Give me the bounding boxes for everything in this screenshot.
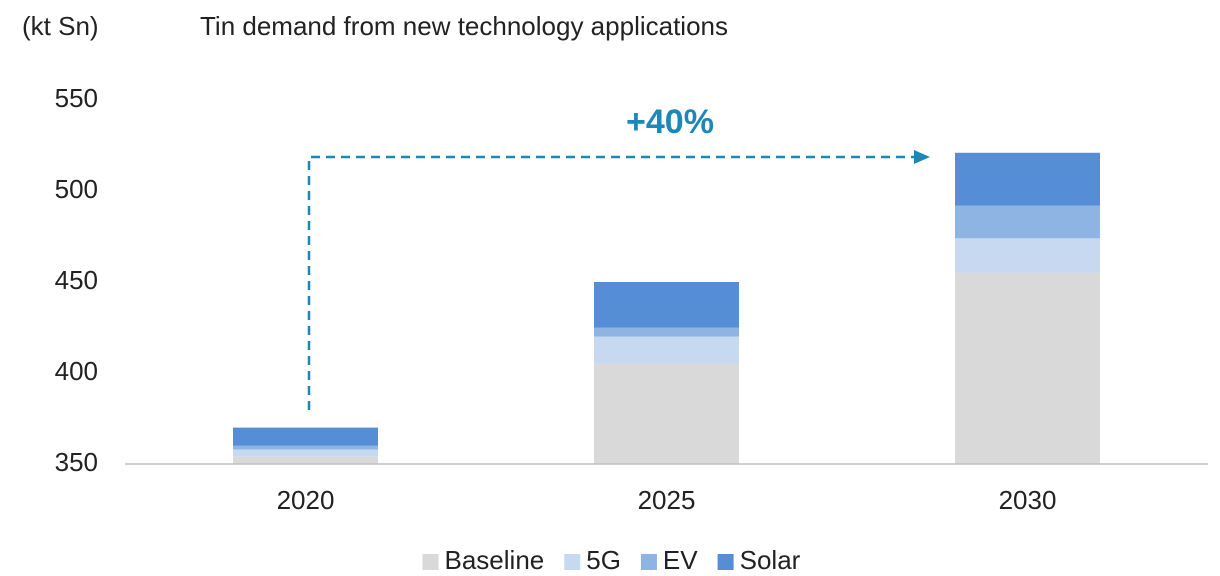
y-tick-label: 350 (55, 447, 98, 477)
legend-label: 5G (586, 545, 621, 575)
y-tick-label: 500 (55, 174, 98, 204)
bar-segment (955, 205, 1100, 239)
bar-segment (233, 445, 378, 450)
x-tick-label: 2025 (638, 485, 696, 515)
bar-segment (594, 327, 739, 337)
x-tick-label: 2020 (277, 485, 335, 515)
legend-swatch (422, 554, 439, 570)
legend-swatch (640, 554, 657, 570)
bar-segment (955, 272, 1100, 464)
chart-title: Tin demand from new technology applicati… (200, 11, 728, 41)
bar-segment (955, 152, 1100, 206)
legend-label: Solar (740, 545, 801, 575)
y-tick-label: 550 (55, 83, 98, 113)
x-tick-label: 2030 (999, 485, 1057, 515)
bar-segment (233, 427, 378, 446)
bar-segment (594, 336, 739, 364)
y-axis-label: (kt Sn) (22, 11, 99, 41)
annotation: +40% (626, 103, 714, 141)
legend-swatch (564, 554, 581, 570)
y-tick-label: 450 (55, 265, 98, 295)
bar-segment (955, 238, 1100, 273)
legend-label: EV (663, 545, 698, 575)
y-tick-label: 400 (55, 356, 98, 386)
legend-label: Baseline (445, 545, 545, 575)
bar-segment (233, 456, 378, 464)
bar-segment (233, 449, 378, 457)
legend-swatch (717, 554, 734, 570)
bar-segment (594, 363, 739, 464)
bar-segment (594, 282, 739, 328)
arrow-head (914, 150, 930, 164)
